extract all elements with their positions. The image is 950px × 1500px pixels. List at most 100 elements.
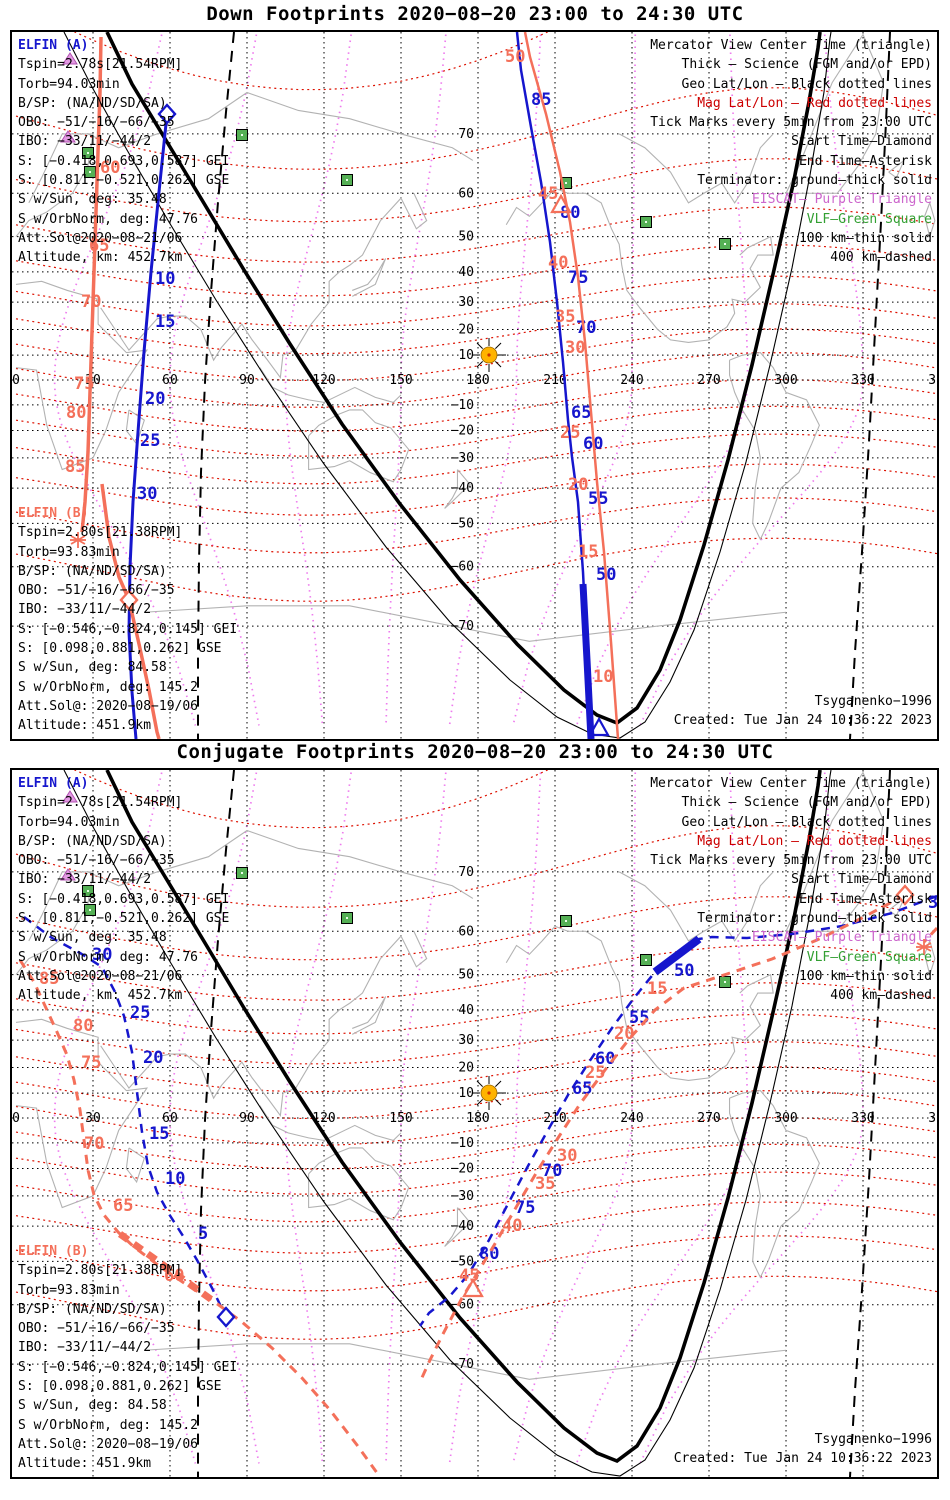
info-line: B/SP: (NA/ND/SD/SA)	[18, 563, 167, 579]
lat-tick-label: 60	[458, 186, 474, 201]
track-minute-label: 25	[140, 431, 160, 451]
track-minute-label: 65	[571, 403, 591, 423]
legend-line: End Time—Asterisk	[798, 891, 932, 907]
legend: Mercator View Center Time (triangle) Thic…	[650, 774, 932, 1006]
credit-model: Tsyganenko−1996	[814, 1432, 932, 1447]
track-minute-label: 30	[92, 945, 112, 965]
lat-tick-label: −20	[451, 1162, 474, 1177]
info-line: S w/Sun, deg: 35.48	[18, 930, 167, 946]
info-line: Altitude, km: 452.7km	[18, 988, 183, 1004]
legend-line: Geo Lat/Lon — Black dotted lines	[681, 76, 932, 92]
lon-tick-label: 180	[466, 373, 489, 388]
track-minute-label: 60	[100, 158, 120, 178]
lat-tick-label: −60	[451, 1298, 474, 1313]
diamond-marker	[157, 103, 177, 125]
track-minute-label: 75	[81, 1053, 101, 1073]
track-minute-label: 15	[647, 979, 667, 999]
info-line: S: [0.811,−0.521,0.262] GSE	[18, 911, 230, 927]
track-minute-label: 10	[165, 1169, 185, 1189]
info-line: Att.Sol@2020−08−21/06	[18, 230, 183, 246]
legend-line: End Time—Asterisk	[798, 153, 932, 169]
lat-tick-label: 30	[458, 1033, 474, 1048]
lon-tick-label: 150	[389, 373, 412, 388]
lon-tick-label: 120	[312, 1111, 335, 1126]
legend-line: Mercator View Center Time (triangle)	[650, 38, 932, 53]
lat-tick-label: 70	[458, 865, 474, 880]
lat-tick-label: 30	[458, 295, 474, 310]
legend-line: Mag Lat/Lon — Red dotted lines	[697, 833, 932, 849]
track-minute-label: 30	[137, 484, 157, 504]
credit-created: Created: Tue Jan 24 10:36:22 2023	[673, 1451, 932, 1467]
lat-tick-label: 60	[458, 924, 474, 939]
track-minute-label: 15	[149, 1124, 169, 1144]
track-minute-label: 85	[39, 969, 59, 989]
track-minute-label: 50	[505, 47, 525, 67]
page-title-conjugate: Conjugate Footprints 2020−08−20 23:00 to…	[176, 741, 774, 763]
track-minute-label: 80	[66, 403, 86, 423]
info-line: IBO: −33/11/−44/2	[18, 134, 152, 150]
info-line: B/SP: (NA/ND/SD/SA)	[18, 833, 167, 849]
lon-tick-label: 180	[466, 1111, 489, 1126]
info-line: S w/Sun, deg: 84.58	[18, 1398, 167, 1414]
page-title-down: Down Footprints 2020−08−20 23:00 to 24:3…	[206, 3, 744, 25]
legend-line: Mag Lat/Lon — Red dotted lines	[697, 95, 932, 111]
legend-line: Thick — Science (FGM and/or EPD)	[681, 57, 932, 73]
track-minute-label: 45	[538, 184, 558, 204]
info-line: OBO: −51/−16/−66/−35	[18, 1321, 175, 1337]
lon-tick-label: 240	[620, 373, 643, 388]
track-minute-label: 70	[542, 1161, 562, 1181]
legend-line: Start Time—Diamond	[791, 872, 932, 888]
lat-tick-label: 50	[458, 968, 474, 983]
lon-tick-label: 360	[928, 1111, 937, 1126]
conjugate-map: 0 30 60 90 120 150 180 210 240 270 300 330 360 70 60 50…	[12, 770, 937, 1477]
info-line: S w/Sun, deg: 84.58	[18, 660, 167, 676]
triangle-marker	[550, 193, 572, 214]
elfin-b-track	[523, 32, 620, 739]
lon-tick-label: 30	[85, 1111, 101, 1126]
lon-tick-label: 0	[12, 1111, 20, 1126]
credits: Tsyganenko−1996 Created: Tue Jan 24 10:36…	[674, 692, 932, 731]
elfin-a-track	[23, 916, 228, 1318]
track-minute-label: 80	[73, 1016, 93, 1036]
diamond-marker	[119, 589, 139, 611]
eiscat-triangle-icon	[60, 130, 76, 143]
legend-line: 100 km—thin solid	[798, 968, 932, 984]
track-minute-label: 20	[568, 475, 588, 495]
info-line: S: [−0.418,0.693,0.587] GEI	[18, 153, 230, 169]
info-line: Torb=93.83min	[18, 1282, 120, 1298]
track-minute-label: 15	[155, 312, 175, 332]
lat-tick-label: −30	[451, 1189, 474, 1204]
track-minute-label: 20	[145, 389, 165, 409]
legend: Mercator View Center Time (triangle) Thic…	[650, 36, 932, 268]
info-line: OBO: −51/−16/−66/−35	[18, 115, 175, 131]
info-line: OBO: −51/−16/−66/−35	[18, 853, 175, 869]
track-minute-label: 50	[674, 961, 694, 981]
elfin-a-title: ELFIN (A)	[18, 776, 89, 791]
info-line: Tspin=2.78s[21.54RPM]	[18, 795, 183, 811]
info-line: B/SP: (NA/ND/SD/SA)	[18, 95, 167, 111]
elfin-a-track	[418, 894, 937, 1327]
eiscat-triangle-icon	[62, 52, 78, 65]
conjugate-footprints-panel: 0 30 60 90 120 150 180 210 240 270 300 330 360 70 60 50…	[10, 768, 939, 1479]
legend-line: Start Time—Diamond	[791, 134, 932, 150]
legend-line: Thick — Science (FGM and/or EPD)	[681, 795, 932, 811]
lat-tick-label: −60	[451, 560, 474, 575]
sun-icon	[472, 1076, 506, 1110]
info-line: S w/OrbNorm, deg: 47.76	[18, 211, 199, 227]
legend-line: 400 km—dashed	[830, 988, 932, 1004]
legend-line: Geo Lat/Lon — Black dotted lines	[681, 814, 932, 830]
lat-tick-label: 10	[458, 348, 474, 363]
track-minute-label: 70	[84, 1134, 104, 1154]
credit-model: Tsyganenko−1996	[814, 694, 932, 709]
lon-tick-label: 60	[162, 373, 178, 388]
lat-tick-label: −70	[451, 1357, 474, 1372]
info-line: Tspin=2.80s[21.38RPM]	[18, 525, 183, 541]
elfin-b-track	[922, 926, 937, 944]
lat-tick-label: 40	[458, 1003, 474, 1018]
info-line: S: [−0.418,0.693,0.587] GEI	[18, 891, 230, 907]
track-minute-label: 70	[576, 318, 596, 338]
diamond-marker	[895, 884, 915, 906]
legend-line: 100 km—thin solid	[798, 230, 932, 246]
triangle-marker	[462, 1277, 484, 1298]
